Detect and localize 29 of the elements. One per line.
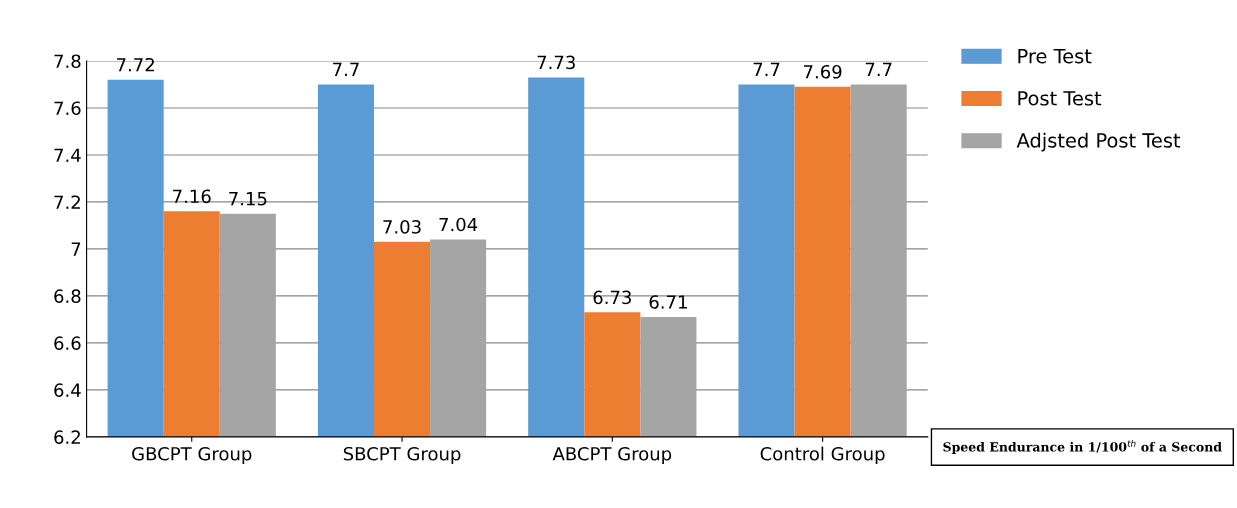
x-tick-label: GBCPT Group [132,446,252,465]
y-tick-label: 7 [71,242,81,256]
y-tick-label: 7.6 [54,101,81,116]
data-label: 7.7 [333,62,359,76]
x-tick-label: ABCPT Group [552,446,672,465]
legend-label: Post Test [1018,91,1102,106]
data-label: 7.72 [117,57,154,72]
legend-label: Adjsted Post Test [1016,132,1181,152]
data-label: 6.73 [593,290,631,305]
y-tick-label: 7.4 [54,148,81,162]
data-label: 7.69 [803,64,842,79]
data-label: 7.15 [229,192,267,206]
y-tick-label: 6.6 [54,336,81,351]
x-tick-label: SBCPT Group [343,446,461,465]
data-label: 7.03 [383,220,421,234]
data-label: 7.16 [173,189,211,204]
y-tick-label: 6.2 [54,430,80,444]
y-tick-label: 7.2 [54,195,80,209]
y-tick-label: 6.8 [54,289,81,304]
data-label: 7.7 [753,62,780,76]
text: Speed Endurance in 1/100$^{th}$ of a Second [943,439,1222,455]
legend-label: Pre Test [1018,48,1092,64]
data-label: 6.71 [649,295,687,309]
y-tick-label: 6.4 [54,383,81,398]
data-label: 7.04 [439,217,478,232]
data-label: 7.7 [865,62,892,76]
data-label: 7.73 [537,55,575,70]
y-tick-label: 7.8 [54,54,81,69]
x-tick-label: Control Group [760,446,885,465]
